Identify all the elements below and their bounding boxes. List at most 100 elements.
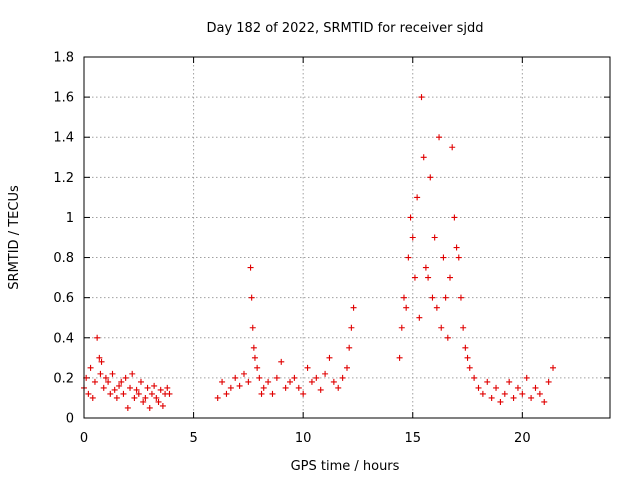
data-point	[339, 374, 346, 381]
data-point	[91, 378, 98, 385]
data-point	[317, 386, 324, 393]
data-point	[550, 364, 557, 371]
data-point	[471, 374, 478, 381]
data-point	[120, 390, 127, 397]
data-point	[488, 394, 495, 401]
x-tick-label: 10	[295, 431, 312, 446]
y-tick-label: 1.2	[53, 171, 74, 186]
data-point	[484, 378, 491, 385]
data-point	[157, 386, 164, 393]
data-point	[247, 264, 254, 271]
data-point	[405, 254, 412, 261]
data-point	[464, 354, 471, 361]
data-point	[519, 390, 526, 397]
data-point	[457, 294, 464, 301]
data-point	[113, 394, 120, 401]
data-point	[447, 274, 454, 281]
data-point	[159, 402, 166, 409]
data-point	[248, 294, 255, 301]
chart-title: Day 182 of 2022, SRMTID for receiver sjd…	[206, 21, 483, 36]
data-point	[236, 382, 243, 389]
data-point	[411, 274, 418, 281]
data-point	[475, 384, 482, 391]
data-point	[287, 378, 294, 385]
data-point	[541, 398, 548, 405]
data-point	[249, 324, 256, 331]
data-point	[425, 274, 432, 281]
data-point	[219, 378, 226, 385]
data-point	[100, 384, 107, 391]
y-tick-label: 1.6	[53, 91, 74, 106]
data-point	[313, 374, 320, 381]
data-point	[89, 394, 96, 401]
data-point	[479, 390, 486, 397]
data-point	[273, 374, 280, 381]
data-point	[135, 390, 142, 397]
x-tick-label: 15	[404, 431, 421, 446]
x-tick-label: 0	[80, 431, 88, 446]
y-tick-label: 0.4	[53, 331, 74, 346]
data-point	[407, 214, 414, 221]
data-point	[291, 374, 298, 381]
data-point	[137, 378, 144, 385]
data-point	[440, 254, 447, 261]
data-point	[245, 378, 252, 385]
data-point	[460, 324, 467, 331]
x-tick-label: 20	[514, 431, 531, 446]
data-point	[269, 390, 276, 397]
data-points	[81, 94, 557, 411]
data-point	[144, 384, 151, 391]
data-point	[282, 384, 289, 391]
data-point	[223, 390, 230, 397]
data-point	[506, 378, 513, 385]
data-point	[251, 354, 258, 361]
data-point	[300, 390, 307, 397]
data-point	[416, 314, 423, 321]
data-point	[532, 384, 539, 391]
data-point	[240, 370, 247, 377]
data-point	[116, 382, 123, 389]
data-point	[451, 214, 458, 221]
data-point	[427, 174, 434, 181]
data-point	[514, 384, 521, 391]
data-point	[304, 364, 311, 371]
data-point	[493, 384, 500, 391]
y-tick-label: 0.2	[53, 371, 74, 386]
data-point	[105, 378, 112, 385]
data-point	[155, 398, 162, 405]
data-point	[528, 394, 535, 401]
data-point	[350, 304, 357, 311]
data-point	[140, 398, 147, 405]
data-point	[124, 404, 131, 411]
data-point	[265, 378, 272, 385]
plot-frame	[83, 56, 611, 419]
data-point	[250, 344, 257, 351]
data-point	[429, 294, 436, 301]
data-point	[278, 358, 285, 365]
data-point	[308, 378, 315, 385]
data-point	[523, 374, 530, 381]
data-point	[400, 294, 407, 301]
axis-ticks: 0 0.2 0.4 0.6 0.8 1 1.2 1.4 1.6 1.8 0 5 10 15 20	[53, 51, 610, 446]
grid-lines	[84, 57, 610, 418]
data-point	[232, 374, 239, 381]
data-point	[497, 398, 504, 405]
data-point	[536, 390, 543, 397]
data-point	[295, 384, 302, 391]
data-point	[109, 370, 116, 377]
y-tick-label: 0.8	[53, 251, 74, 266]
data-point	[510, 394, 517, 401]
data-point	[97, 370, 104, 377]
data-point	[153, 394, 160, 401]
data-point	[107, 390, 114, 397]
data-point	[214, 394, 221, 401]
data-point	[431, 234, 438, 241]
y-tick-label: 1.4	[53, 131, 74, 146]
data-point	[348, 324, 355, 331]
data-point	[346, 344, 353, 351]
data-point	[442, 294, 449, 301]
data-point	[330, 378, 337, 385]
data-point	[98, 358, 105, 365]
data-point	[335, 384, 342, 391]
data-point	[102, 374, 109, 381]
